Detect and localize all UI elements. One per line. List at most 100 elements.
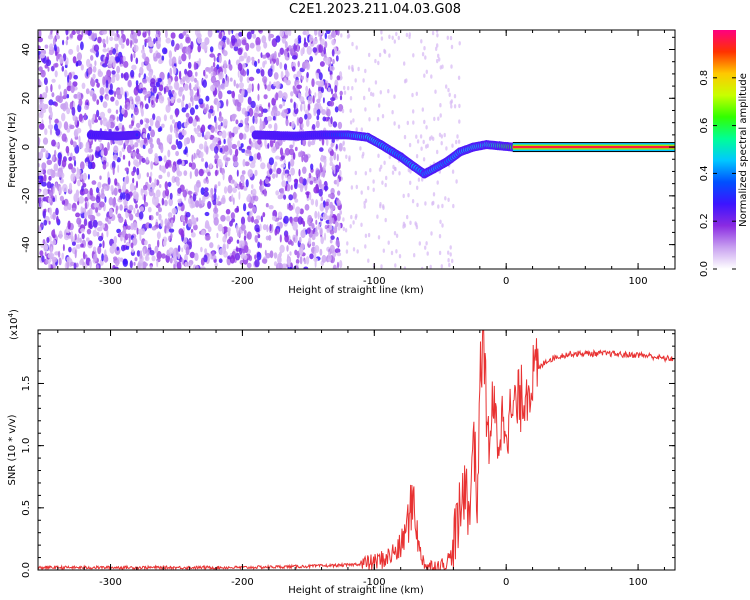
noise-speckle [65, 60, 68, 66]
noise-speckle [275, 81, 281, 89]
noise-speckle [124, 138, 129, 147]
noise-speckle [287, 266, 293, 269]
noise-speckle [136, 250, 141, 257]
noise-speckle [233, 79, 236, 87]
noise-speckle [154, 155, 159, 164]
noise-speckle [195, 264, 199, 269]
noise-speckle [47, 124, 54, 130]
noise-speckle [239, 74, 243, 83]
noise-speckle [262, 61, 266, 68]
noise-speckle [130, 53, 133, 62]
noise-speckle [241, 63, 246, 69]
noise-speckle [300, 48, 304, 57]
noise-speckle [363, 200, 366, 206]
noise-speckle [195, 71, 198, 77]
noise-speckle [168, 89, 172, 97]
noise-speckle [98, 235, 103, 242]
noise-speckle [249, 210, 253, 218]
noise-speckle [318, 188, 323, 197]
noise-speckle [148, 71, 153, 77]
noise-speckle [148, 137, 153, 145]
noise-speckle [267, 68, 273, 78]
noise-speckle [437, 116, 440, 121]
noise-speckle [75, 62, 79, 67]
noise-speckle [324, 82, 328, 89]
noise-speckle [336, 199, 342, 206]
noise-speckle [222, 118, 228, 126]
noise-speckle [351, 86, 354, 91]
noise-speckle [254, 116, 258, 125]
noise-speckle [65, 145, 70, 154]
noise-speckle [279, 244, 285, 253]
noise-speckle [395, 31, 398, 37]
noise-speckle [449, 35, 453, 41]
noise-speckle [403, 61, 406, 66]
noise-speckle [159, 126, 163, 132]
noise-speckle [423, 73, 426, 78]
noise-speckle [203, 107, 208, 114]
noise-speckle [121, 244, 126, 252]
noise-speckle [251, 56, 255, 62]
noise-speckle [423, 46, 426, 51]
noise-speckle [394, 166, 397, 172]
noise-speckle [348, 65, 351, 70]
noise-speckle [369, 168, 372, 173]
noise-speckle [338, 142, 343, 152]
noise-speckle [257, 138, 262, 145]
noise-speckle [113, 145, 119, 154]
noise-speckle [118, 37, 123, 46]
noise-speckle [176, 138, 179, 146]
noise-speckle [364, 68, 367, 74]
noise-speckle [262, 108, 268, 113]
noise-speckle [416, 139, 420, 144]
noise-speckle [76, 217, 82, 225]
noise-speckle [256, 44, 261, 52]
noise-speckle [309, 180, 314, 185]
noise-speckle [211, 251, 215, 257]
noise-speckle [315, 169, 321, 178]
noise-speckle [40, 223, 44, 228]
noise-speckle [393, 231, 397, 236]
noise-speckle [137, 262, 141, 269]
noise-speckle [283, 194, 287, 200]
noise-speckle [347, 86, 350, 91]
noise-speckle [84, 147, 89, 153]
noise-speckle [39, 99, 43, 104]
noise-speckle [209, 53, 215, 58]
noise-speckle [45, 85, 49, 94]
noise-speckle [105, 217, 109, 222]
noise-speckle [331, 164, 336, 171]
noise-speckle [198, 58, 202, 65]
noise-speckle [352, 247, 356, 252]
noise-speckle [80, 243, 84, 248]
noise-speckle [96, 264, 100, 269]
noise-speckle [185, 36, 191, 44]
noise-speckle [131, 98, 134, 105]
noise-speckle [309, 253, 314, 260]
noise-speckle [64, 101, 69, 110]
noise-speckle [342, 226, 345, 232]
noise-speckle [156, 231, 161, 240]
noise-speckle [451, 143, 454, 148]
noise-speckle [142, 89, 148, 95]
noise-speckle [125, 38, 130, 46]
noise-speckle [136, 30, 142, 37]
noise-speckle [280, 163, 286, 168]
noise-speckle [81, 233, 85, 240]
noise-speckle [290, 167, 295, 176]
noise-speckle [423, 119, 426, 125]
noise-speckle [76, 91, 81, 101]
noise-speckle [77, 34, 83, 41]
noise-speckle [213, 154, 220, 160]
noise-speckle [199, 151, 204, 158]
noise-speckle [44, 44, 49, 49]
noise-speckle [292, 222, 298, 231]
noise-speckle [421, 177, 424, 182]
noise-speckle [60, 178, 64, 184]
noise-speckle [291, 120, 295, 129]
noise-speckle [165, 162, 169, 169]
noise-speckle [49, 43, 54, 51]
noise-speckle [39, 52, 46, 59]
noise-speckle [295, 259, 300, 264]
noise-speckle [288, 262, 291, 268]
